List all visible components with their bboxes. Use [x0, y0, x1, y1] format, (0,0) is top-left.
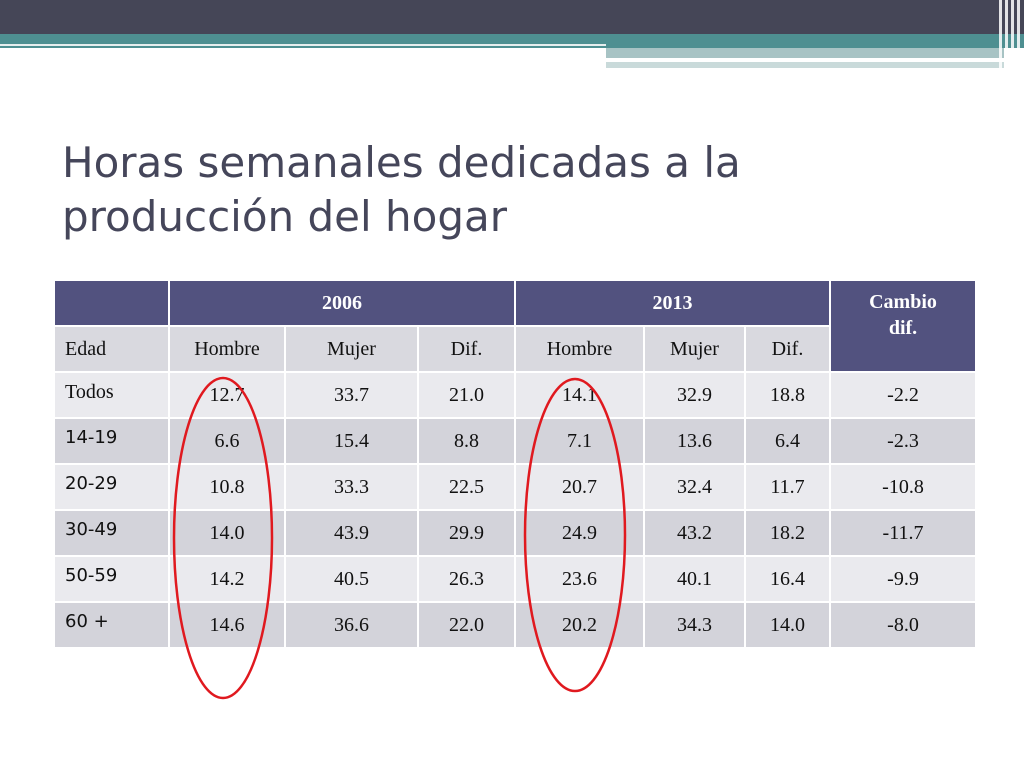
table-cell: 18.2: [744, 509, 831, 557]
table-cell: 10.8: [168, 463, 286, 511]
cambio-dif-label: Cambio dif.: [869, 291, 937, 339]
table-cell: -2.2: [829, 371, 977, 419]
table-row: 20-29 10.8 33.3 22.5 20.7 32.4 11.7 -10.…: [53, 463, 977, 511]
table-row: Todos 12.7 33.7 21.0 14.1 32.9 18.8 -2.2: [53, 371, 977, 419]
table-cell: 16.4: [744, 555, 831, 603]
row-label: 30-49: [53, 509, 170, 557]
table-cell: 8.8: [417, 417, 516, 465]
subheader-edad: Edad: [53, 325, 170, 373]
subheader-hombre-2006: Hombre: [168, 325, 286, 373]
subheader-hombre-2013: Hombre: [514, 325, 645, 373]
table-cell: -8.0: [829, 601, 977, 649]
table-cell: 43.2: [643, 509, 746, 557]
table-cell: 6.6: [168, 417, 286, 465]
table-cell: 12.7: [168, 371, 286, 419]
table-cell: 23.6: [514, 555, 645, 603]
header-band-dark: [0, 0, 1024, 34]
hours-table: 2006 2013 Cambio dif. Edad Hombre Mujer …: [53, 279, 977, 649]
table-cell: 33.3: [284, 463, 419, 511]
table-row: 60 + 14.6 36.6 22.0 20.2 34.3 14.0 -8.0: [53, 601, 977, 649]
table-cell: 40.5: [284, 555, 419, 603]
table-cell: 32.4: [643, 463, 746, 511]
table-cell: 40.1: [643, 555, 746, 603]
table-cell: 14.6: [168, 601, 286, 649]
row-label: 14-19: [53, 417, 170, 465]
subheader-row: Edad Hombre Mujer Dif. Hombre Mujer Dif.: [53, 325, 976, 373]
table-cell: 7.1: [514, 417, 645, 465]
table-row: 50-59 14.2 40.5 26.3 23.6 40.1 16.4 -9.9: [53, 555, 977, 603]
table-cell: 22.0: [417, 601, 516, 649]
row-label: Todos: [53, 371, 170, 419]
table-cell: 21.0: [417, 371, 516, 419]
table-cell: 22.5: [417, 463, 516, 511]
table-row: 30-49 14.0 43.9 29.9 24.9 43.2 18.2 -11.…: [53, 509, 977, 557]
table-cell: -9.9: [829, 555, 977, 603]
row-label: 60 +: [53, 601, 170, 649]
table-cell: 26.3: [417, 555, 516, 603]
table-cell: 14.0: [168, 509, 286, 557]
table-cell: 14.0: [744, 601, 831, 649]
table-cell: 24.9: [514, 509, 645, 557]
slide-title: Horas semanales dedicadas a la producció…: [62, 138, 741, 241]
cambio-dif-header: Cambio dif.: [829, 279, 977, 373]
subheader-mujer-2013: Mujer: [643, 325, 746, 373]
year-header-row: 2006 2013 Cambio dif.: [53, 279, 977, 373]
year-header-2013: 2013: [514, 279, 831, 327]
table-cell: 43.9: [284, 509, 419, 557]
table-cell: 6.4: [744, 417, 831, 465]
table-cell: 29.9: [417, 509, 516, 557]
table-cell: 20.2: [514, 601, 645, 649]
table-cell: 32.9: [643, 371, 746, 419]
table-cell: 14.2: [168, 555, 286, 603]
table-cell: -10.8: [829, 463, 977, 511]
table-cell: 33.7: [284, 371, 419, 419]
subheader-mujer-2006: Mujer: [284, 325, 419, 373]
table-cell: 13.6: [643, 417, 746, 465]
header-band-light: [606, 48, 1004, 58]
table-cell: 20.7: [514, 463, 645, 511]
table-cell: -2.3: [829, 417, 977, 465]
table-cell: 14.1: [514, 371, 645, 419]
table-cell: 11.7: [744, 463, 831, 511]
header-stripes: [994, 0, 1024, 68]
year-header-2006: 2006: [168, 279, 516, 327]
table-cell: 34.3: [643, 601, 746, 649]
header-band-light-secondary: [606, 62, 1004, 68]
row-label: 20-29: [53, 463, 170, 511]
table-cell: 15.4: [284, 417, 419, 465]
table-cell: 36.6: [284, 601, 419, 649]
table-cell: 18.8: [744, 371, 831, 419]
subheader-dif-2013: Dif.: [744, 325, 831, 373]
corner-cell: [53, 279, 170, 327]
row-label: 50-59: [53, 555, 170, 603]
subheader-dif-2006: Dif.: [417, 325, 516, 373]
table-cell: -11.7: [829, 509, 977, 557]
table-row: 14-19 6.6 15.4 8.8 7.1 13.6 6.4 -2.3: [53, 417, 977, 465]
header-band-line: [0, 44, 606, 46]
